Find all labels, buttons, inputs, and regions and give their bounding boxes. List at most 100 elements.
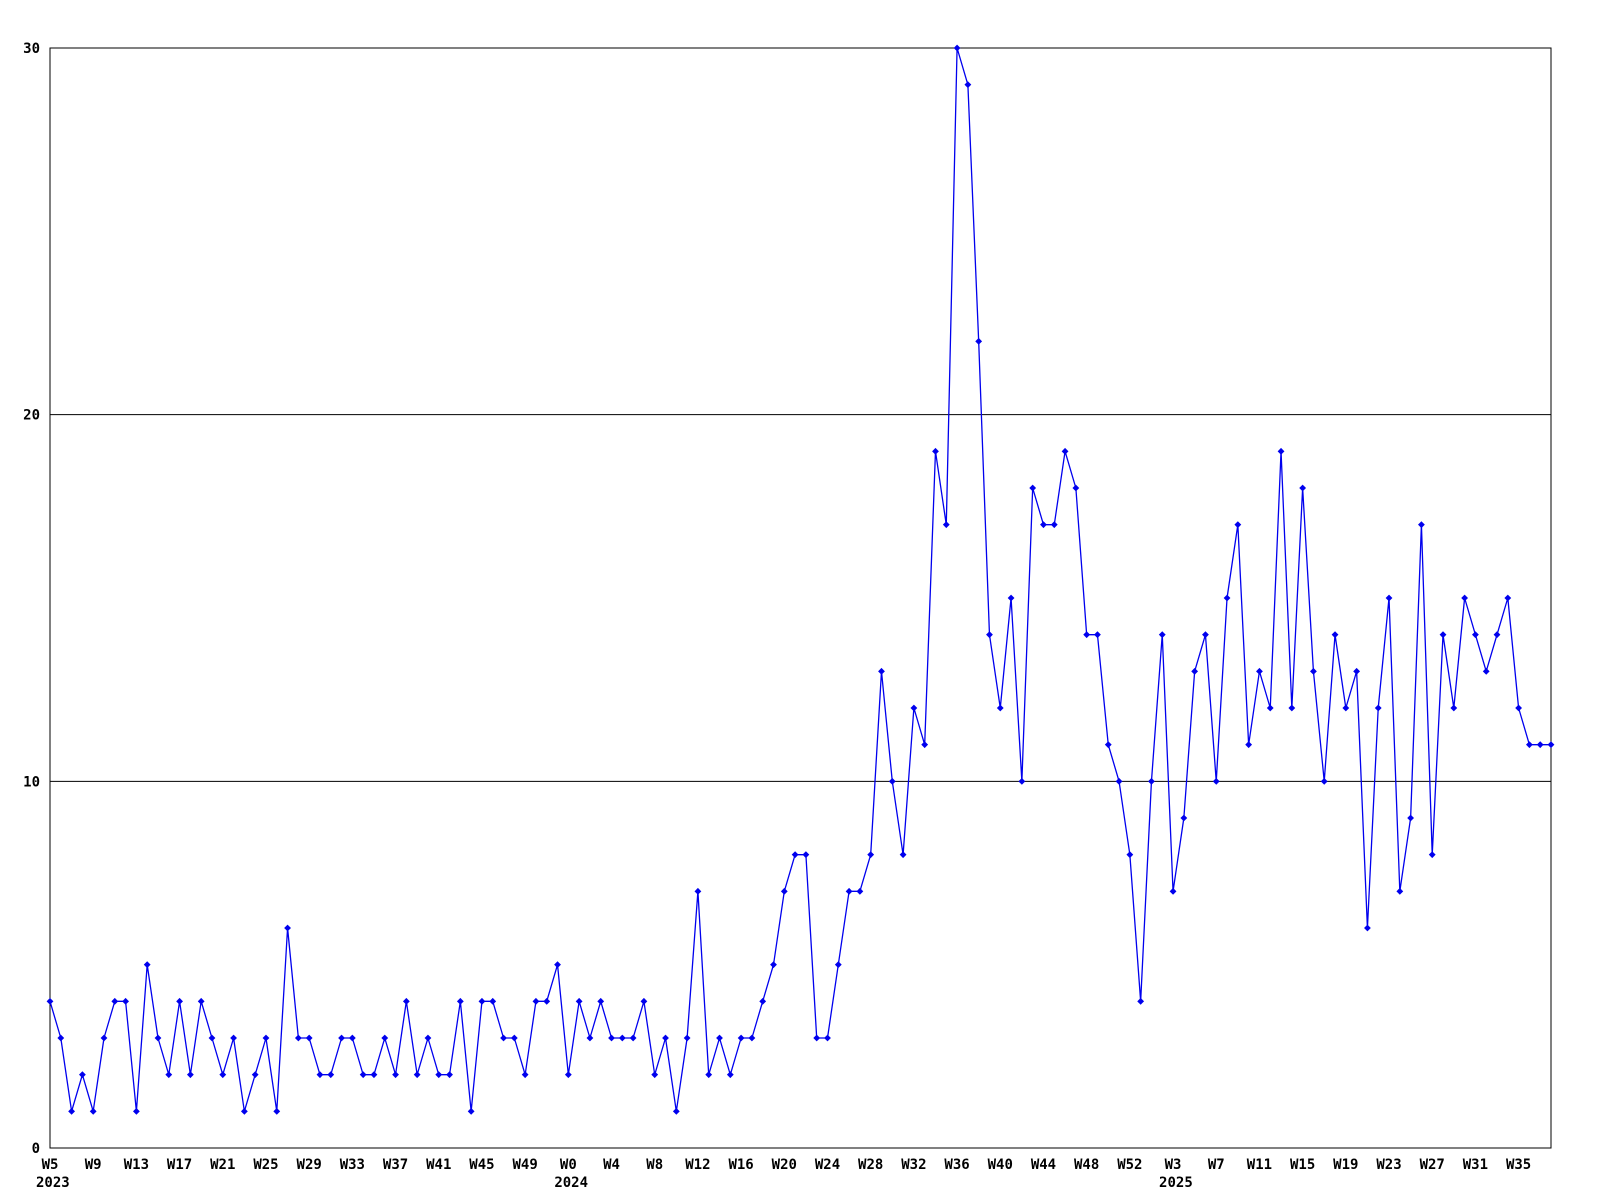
data-point-marker <box>1439 631 1447 639</box>
data-point-marker <box>510 1034 518 1042</box>
data-point-marker <box>294 1034 302 1042</box>
data-point-marker <box>1288 704 1296 712</box>
x-year-label: 2024 <box>554 1175 588 1191</box>
data-point-marker <box>1407 814 1415 822</box>
x-year-label: 2025 <box>1159 1175 1193 1191</box>
x-tick-label: W45 <box>469 1157 494 1173</box>
gridlines <box>50 414 1551 782</box>
y-tick-label: 0 <box>32 1141 40 1157</box>
data-point-marker <box>629 1034 637 1042</box>
x-tick-label: W28 <box>858 1157 883 1173</box>
x-tick-label: W7 <box>1208 1157 1225 1173</box>
data-point-marker <box>1169 887 1177 895</box>
data-point-marker <box>921 741 929 749</box>
y-tick-label: 10 <box>23 774 40 790</box>
data-point-marker <box>953 44 961 52</box>
data-point-marker <box>1547 741 1555 749</box>
data-point-marker <box>651 1071 659 1079</box>
x-tick-label: W5 <box>42 1157 59 1173</box>
x-tick-label: W41 <box>426 1157 451 1173</box>
data-point-marker <box>197 997 205 1005</box>
data-point-marker <box>1050 521 1058 529</box>
data-point-marker <box>46 997 54 1005</box>
data-point-marker <box>683 1034 691 1042</box>
x-tick-label: W35 <box>1506 1157 1531 1173</box>
data-point-marker <box>1191 667 1199 675</box>
data-point-marker <box>143 961 151 969</box>
x-tick-label: W32 <box>901 1157 926 1173</box>
data-point-marker <box>1396 887 1404 895</box>
data-point-marker <box>1461 594 1469 602</box>
data-point-marker <box>230 1034 237 1042</box>
data-point-marker <box>370 1071 378 1079</box>
data-point-marker <box>1202 631 1209 639</box>
x-tick-label: W40 <box>988 1157 1013 1173</box>
data-point-marker <box>1320 777 1328 785</box>
data-point-marker <box>1374 704 1382 712</box>
y-tick-label: 30 <box>23 41 40 57</box>
data-point-marker <box>813 1034 821 1042</box>
data-point-marker <box>446 1071 453 1079</box>
data-point-marker <box>726 1071 734 1079</box>
x-tick-label: W20 <box>772 1157 797 1173</box>
data-point-marker <box>467 1107 475 1115</box>
x-tick-label: W11 <box>1247 1157 1272 1173</box>
data-point-marker <box>1418 521 1425 529</box>
data-point-marker <box>575 997 583 1005</box>
data-point-marker <box>435 1071 443 1079</box>
x-tick-label: W15 <box>1290 1157 1315 1173</box>
data-point-marker <box>327 1071 335 1079</box>
data-point-marker <box>888 777 896 785</box>
data-point-marker <box>608 1034 615 1042</box>
x-tick-label: W48 <box>1074 1157 1099 1173</box>
data-point-marker <box>1040 521 1047 529</box>
data-point-marker <box>186 1071 194 1079</box>
data-point-marker <box>456 997 464 1005</box>
data-point-marker <box>100 1034 108 1042</box>
data-point-marker <box>251 1071 259 1079</box>
data-point-marker <box>89 1107 97 1115</box>
data-point-marker <box>834 961 842 969</box>
data-point-marker <box>770 961 777 969</box>
data-point-marker <box>640 997 648 1005</box>
data-point-marker <box>1353 667 1361 675</box>
data-point-marker <box>802 851 810 859</box>
data-point-marker <box>1266 704 1274 712</box>
data-point-marker <box>694 887 702 895</box>
data-point-marker <box>1493 631 1501 639</box>
data-point-marker <box>176 997 183 1005</box>
x-tick-label: W31 <box>1463 1157 1488 1173</box>
data-point-marker <box>68 1107 75 1115</box>
x-tick-label: W4 <box>603 1157 620 1173</box>
data-point-marker <box>1245 741 1253 749</box>
data-point-marker <box>165 1071 173 1079</box>
data-point-marker <box>1536 741 1544 749</box>
data-point-marker <box>1428 851 1436 859</box>
data-point-marker <box>543 997 551 1005</box>
data-point-marker <box>284 924 291 932</box>
data-point-marker <box>359 1071 367 1079</box>
data-point-marker <box>1223 594 1231 602</box>
data-point-marker <box>845 887 853 895</box>
data-point-marker <box>1342 704 1350 712</box>
data-point-marker <box>1061 447 1069 455</box>
series-line <box>49 47 1551 1112</box>
data-point-marker <box>942 521 950 529</box>
x-tick-label: W9 <box>85 1157 102 1173</box>
data-point-marker <box>564 1071 572 1079</box>
x-tick-label: W13 <box>124 1157 149 1173</box>
x-tick-label: W27 <box>1420 1157 1445 1173</box>
x-tick-label: W37 <box>383 1157 408 1173</box>
data-point-marker <box>1115 777 1123 785</box>
data-point-marker <box>780 887 788 895</box>
data-point-marker <box>705 1071 713 1079</box>
data-point-marker <box>856 887 864 895</box>
data-point-marker <box>57 1034 65 1042</box>
data-point-marker <box>867 851 875 859</box>
data-point-marker <box>1504 594 1512 602</box>
data-point-marker <box>273 1107 281 1115</box>
data-point-marker <box>1515 704 1523 712</box>
data-point-marker <box>1212 777 1220 785</box>
data-point-marker <box>672 1107 680 1115</box>
